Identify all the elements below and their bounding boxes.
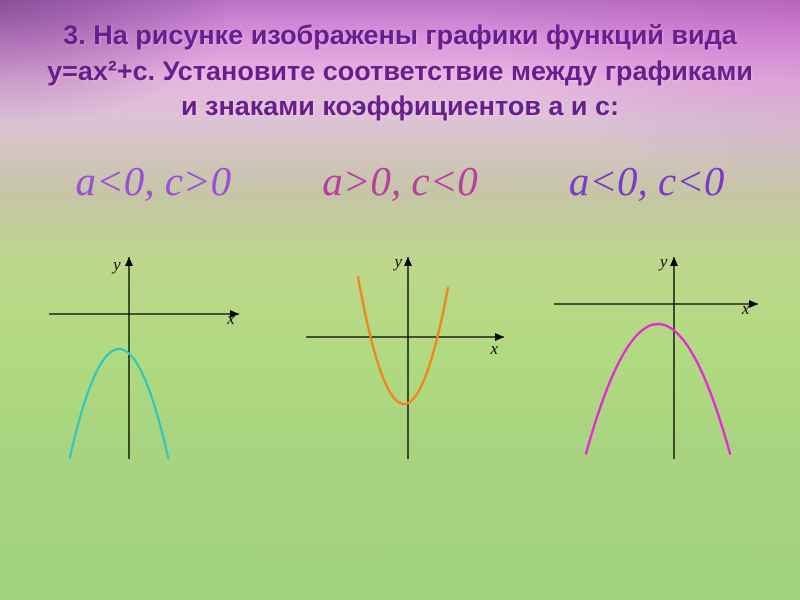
charts-row: xy xy xy — [0, 249, 800, 459]
x-axis-label: x — [227, 309, 235, 329]
parabola-chart — [546, 249, 761, 459]
parabola-curve — [358, 277, 448, 404]
conditions-row: a<0, c>0 a>0, c<0 a<0, c<0 — [0, 157, 800, 205]
y-axis-label: y — [113, 255, 121, 275]
y-axis-label: y — [394, 252, 402, 272]
chart-1: xy — [39, 249, 254, 459]
parabola-chart — [292, 249, 507, 459]
x-axis-label: x — [742, 299, 750, 319]
parabola-curve — [65, 349, 169, 459]
condition-2: a>0, c<0 — [322, 157, 478, 205]
task-title: 3. На рисунке изображены графики функций… — [0, 0, 800, 137]
chart-2: xy — [292, 249, 507, 459]
condition-3: a<0, c<0 — [569, 157, 725, 205]
parabola-curve — [586, 324, 730, 454]
x-axis-label: x — [490, 339, 498, 359]
y-axis-label: y — [660, 252, 668, 272]
parabola-chart — [39, 249, 254, 459]
chart-3: xy — [546, 249, 761, 459]
condition-1: a<0, c>0 — [76, 157, 232, 205]
